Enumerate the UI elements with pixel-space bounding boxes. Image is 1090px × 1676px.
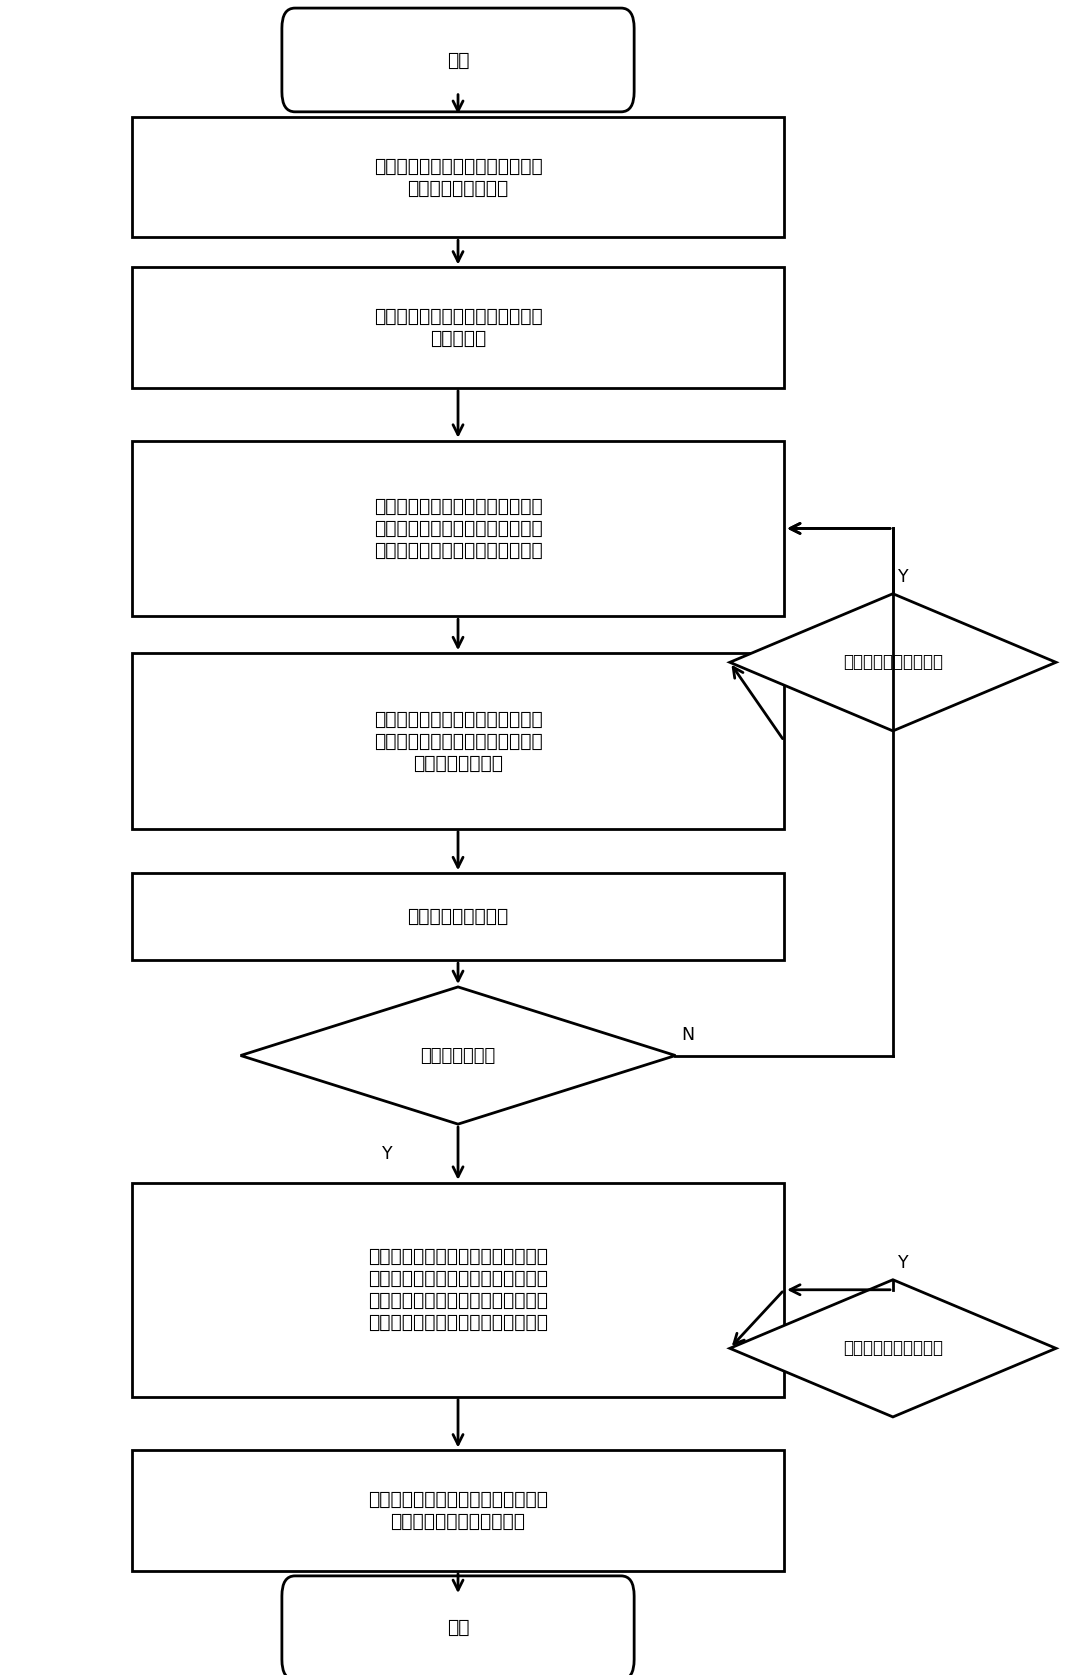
Text: Y: Y — [898, 1254, 909, 1272]
Bar — [132, 1183, 784, 1396]
Text: Y: Y — [382, 1145, 392, 1163]
FancyBboxPatch shape — [282, 1575, 634, 1676]
Text: 在当前感知环境下再抽取少量样本
并计算此时微调值的损失以及其对
于初始参数的梯度: 在当前感知环境下再抽取少量样本 并计算此时微调值的损失以及其对 于初始参数的梯度 — [374, 709, 543, 773]
Bar — [132, 268, 784, 387]
FancyBboxPatch shape — [282, 8, 634, 112]
Text: N: N — [681, 1026, 694, 1044]
Text: 基于预训练的神经网络检测器的初始
参数，在当前感知环境下抽取少量样
本并且通过少量次数梯度迭代计算出
当前环境下神经网络检测器的微调值: 基于预训练的神经网络检测器的初始 参数，在当前感知环境下抽取少量样 本并且通过少… — [368, 1247, 548, 1332]
Text: 结束: 结束 — [447, 1619, 470, 1637]
Text: 随机初始化神经网络检测器中网络
的初始参数: 随机初始化神经网络检测器中网络 的初始参数 — [374, 307, 543, 349]
Text: 对初始参数进行更新: 对初始参数进行更新 — [408, 907, 509, 927]
Bar — [132, 441, 784, 617]
Text: 停止条件满足？: 停止条件满足？ — [421, 1046, 496, 1064]
Polygon shape — [730, 593, 1056, 731]
Bar — [132, 1450, 784, 1570]
Bar — [132, 873, 784, 960]
Text: 在当前感知环境下抽取少量样本并
且通过少量次数梯度迭代计算出当
前环境下神经网络检测器的微调值: 在当前感知环境下抽取少量样本并 且通过少量次数梯度迭代计算出当 前环境下神经网络… — [374, 498, 543, 560]
Text: 开始: 开始 — [447, 50, 470, 69]
Polygon shape — [730, 1280, 1056, 1416]
Text: 检测器检测性能恶化？: 检测器检测性能恶化？ — [843, 1339, 943, 1358]
Bar — [132, 654, 784, 830]
Bar — [132, 117, 784, 238]
Text: 将神经网络检测器预先在系统实际
运行环境中进行部署: 将神经网络检测器预先在系统实际 运行环境中进行部署 — [374, 156, 543, 198]
Text: 基于当前的接收信号，神经网络检测
器输出当前频谱是否被占用: 基于当前的接收信号，神经网络检测 器输出当前频谱是否被占用 — [368, 1490, 548, 1532]
Text: 微调值检测性能恶化？: 微调值检测性能恶化？ — [843, 654, 943, 672]
Polygon shape — [241, 987, 676, 1125]
Text: Y: Y — [898, 568, 909, 587]
